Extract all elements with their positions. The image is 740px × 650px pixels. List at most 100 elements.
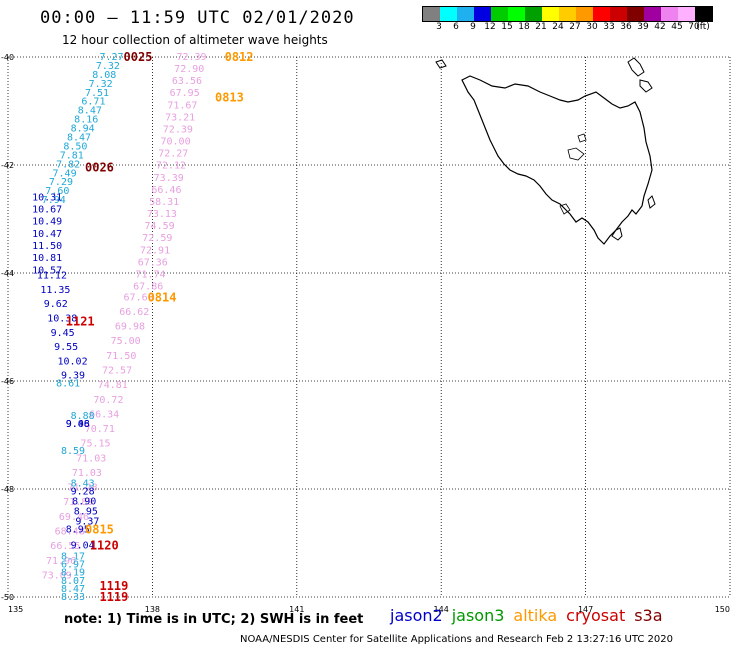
- legend-label: 42: [654, 22, 666, 32]
- legend-swatch: [508, 7, 525, 21]
- lat-tick-label: -44: [1, 269, 14, 278]
- pass-time-label: 0812: [225, 50, 254, 64]
- pass-time-label: 0025: [124, 50, 153, 64]
- legend-label: 39: [637, 22, 649, 32]
- wave-height-value: 8.61: [56, 379, 80, 390]
- wave-height-value: 63.56: [172, 76, 202, 87]
- wave-height-value: 8.47: [67, 132, 91, 143]
- wave-height-value: 71.89: [63, 497, 93, 508]
- footer-note: note: 1) Time is in UTC; 2) SWH is in fe…: [64, 612, 364, 627]
- wave-height-value: 70.00: [161, 137, 191, 148]
- wave-height-value: 11.50: [32, 241, 62, 252]
- pass-time-label: 1121: [66, 315, 95, 329]
- legend-label: 36: [620, 22, 632, 32]
- wave-height-value: 70.72: [93, 395, 123, 406]
- axis-ticks: 135 138 141 144 147 150 -40 -42 -44 -46 -48 -50: [1, 53, 730, 614]
- wave-height-value: 7.82: [56, 159, 80, 170]
- pass-time-label: 0815: [85, 523, 114, 537]
- wave-height-value: 75.00: [111, 336, 141, 347]
- legend-swatch: [491, 7, 508, 21]
- wave-height-value: 74.81: [98, 380, 128, 391]
- wave-height-value: 9.39: [61, 371, 85, 382]
- wave-height-value: 67.86: [133, 282, 163, 293]
- wave-height-value: 8.59: [61, 446, 85, 457]
- legend-swatch: [474, 7, 491, 21]
- wave-height-value: 10.57: [32, 265, 62, 276]
- wave-height-value: 8.94: [71, 124, 95, 135]
- legend-label: 45: [671, 22, 683, 32]
- wave-height-value: 71.28: [68, 483, 98, 494]
- credit-line: NOAA/NESDIS Center for Satellite Applica…: [240, 634, 673, 645]
- wave-height-value: 8.50: [63, 141, 87, 152]
- legend-swatch: [542, 7, 559, 21]
- wave-height-value: 72.59: [142, 233, 172, 244]
- wave-height-value: 74.59: [145, 221, 175, 232]
- lat-tick-label: -46: [1, 377, 14, 386]
- lat-tick-label: -40: [1, 53, 14, 62]
- lon-tick-label: 147: [578, 605, 593, 614]
- wave-height-value: 6.71: [81, 97, 105, 108]
- wave-height-value: 7.51: [85, 88, 109, 99]
- lon-tick-label: 138: [145, 605, 160, 614]
- legend-label: 18: [518, 22, 530, 32]
- legend-swatch: [525, 7, 542, 21]
- satellite-label: s3a: [634, 606, 663, 625]
- legend-swatch: [423, 7, 440, 21]
- wave-height-value: 67.95: [170, 88, 200, 99]
- wave-height-value: 75.15: [80, 439, 110, 450]
- wave-height-value: 9.37: [75, 516, 99, 527]
- legend-label: 70: [688, 22, 700, 32]
- satellite-label: altika: [513, 606, 558, 625]
- legend-swatch: [644, 7, 661, 21]
- legend-label: 27: [569, 22, 581, 32]
- wave-height-value: 67.60: [124, 292, 154, 303]
- legend-label: 21: [535, 22, 547, 32]
- altimeter-tracks: 72.3972.9063.5667.9571.6773.2172.3970.00…: [32, 52, 207, 603]
- cape-barren-island: [639, 79, 653, 93]
- flinders-island: [627, 57, 645, 77]
- wave-height-value: 10.67: [32, 205, 62, 216]
- legend-label: 9: [470, 22, 476, 32]
- wave-height-value: 8.07: [61, 576, 85, 587]
- legend-label: (ft): [696, 22, 710, 32]
- lon-tick-label: 150: [715, 605, 730, 614]
- wave-height-value: 7.32: [96, 61, 120, 72]
- legend-swatch: [610, 7, 627, 21]
- wave-height-value: 71.67: [167, 100, 197, 111]
- wave-height-value: 72.39: [176, 52, 206, 63]
- wave-height-value: 71.03: [72, 468, 102, 479]
- wave-height-value: 10.31: [32, 192, 62, 203]
- wave-height-value: 72.39: [163, 124, 193, 135]
- inland-lake: [559, 203, 571, 215]
- wave-height-value: 70.71: [85, 424, 115, 435]
- pass-time-label: 0026: [85, 161, 114, 175]
- wave-height-value: 71.03: [76, 453, 106, 464]
- legend-swatch: [559, 7, 576, 21]
- wave-height-value: 67.36: [138, 257, 168, 268]
- wave-height-value: 72.12: [156, 161, 186, 172]
- wave-height-value: 10.02: [58, 356, 88, 367]
- satellite-label: jason3: [451, 606, 505, 625]
- wave-height-value: 8.47: [78, 106, 102, 117]
- wave-height-value: 73.21: [165, 112, 195, 123]
- pass-time-label: 1120: [90, 539, 119, 553]
- wave-height-value: 9.62: [44, 299, 68, 310]
- lon-tick-label: 144: [434, 605, 449, 614]
- wave-height-value: 9.55: [54, 342, 78, 353]
- inland-lake-2: [577, 133, 587, 143]
- lat-tick-label: -48: [1, 485, 14, 494]
- wave-height-value: 8.17: [61, 552, 85, 563]
- wave-height-value: 10.38: [47, 314, 77, 325]
- wave-height-value: 8.19: [61, 568, 85, 579]
- legend-label: 24: [552, 22, 564, 32]
- wave-height-value: 10.49: [32, 217, 62, 228]
- wave-height-value: 7.94: [42, 195, 66, 206]
- great-lake: [567, 147, 585, 161]
- wave-height-value: 8.88: [71, 411, 95, 422]
- wave-height-value: 7.29: [49, 177, 73, 188]
- tasmania-outline: [461, 75, 653, 245]
- pass-time-label: 0813: [215, 91, 244, 105]
- wave-height-value: 8.33: [61, 592, 85, 603]
- wave-height-value: 66.34: [89, 409, 119, 420]
